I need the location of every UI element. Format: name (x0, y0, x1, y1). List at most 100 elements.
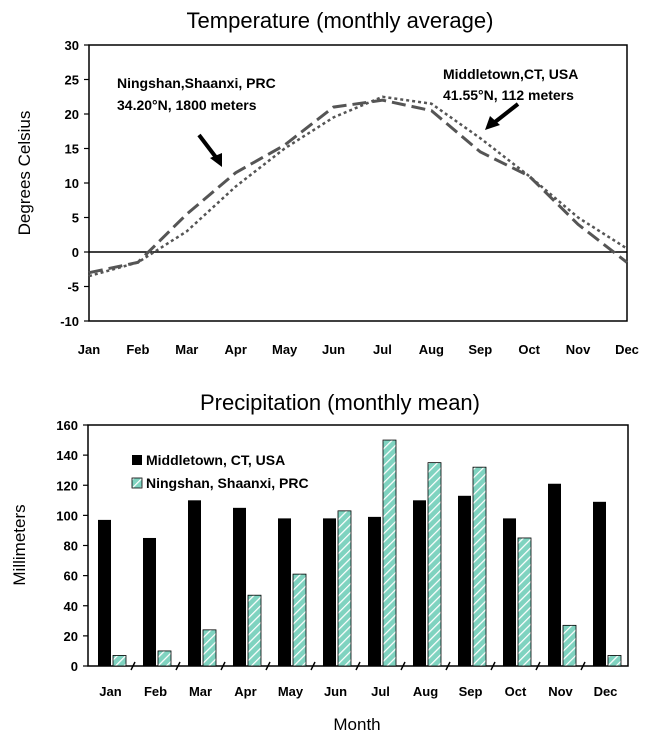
precipitation-x-tick-label: Aug (413, 684, 438, 699)
temperature-chart: Temperature (monthly average) Degrees Ce… (15, 8, 639, 357)
temperature-y-tick-label: -5 (67, 280, 79, 295)
temperature-y-tick-label: 0 (72, 245, 79, 260)
precipitation-y-tick-label: 40 (64, 599, 78, 614)
ningshan-annotation-line1: Ningshan,Shaanxi, PRC (117, 75, 276, 91)
precipitation-bar-middletown (278, 518, 291, 666)
temperature-x-tick-label: Jul (373, 342, 392, 357)
precipitation-bar-middletown (368, 516, 381, 666)
precipitation-x-tick-mark (580, 661, 586, 671)
precipitation-x-tick-mark (400, 661, 406, 671)
precipitation-y-tick-label: 100 (56, 508, 78, 523)
legend-label-ningshan: Ningshan, Shaanxi, PRC (146, 475, 309, 491)
precipitation-bar-ningshan (247, 594, 262, 667)
precipitation-bar-ningshan (382, 439, 397, 667)
precipitation-bar-middletown (593, 501, 606, 666)
temperature-y-tick-label: 5 (72, 211, 79, 226)
temperature-y-axis-label: Degrees Celsius (15, 111, 34, 236)
temperature-y-ticks: -10 -5 0 5 10 15 20 25 30 (60, 38, 89, 329)
temperature-x-tick-label: Sep (468, 342, 492, 357)
precipitation-bar-ningshan (292, 573, 307, 667)
precipitation-bar-middletown (503, 518, 516, 666)
precipitation-x-tick-label: Jul (371, 684, 390, 699)
precipitation-x-tick-mark (310, 661, 316, 671)
temperature-y-tick-label: 15 (65, 142, 79, 157)
precipitation-legend: Middletown, CT, USA Ningshan, Shaanxi, P… (131, 452, 309, 491)
ningshan-arrow (197, 133, 222, 167)
temperature-y-tick-label: 10 (65, 176, 79, 191)
precipitation-x-tick-label: Feb (144, 684, 167, 699)
precipitation-bar-ningshan (202, 629, 217, 667)
temperature-x-tick-label: May (272, 342, 298, 357)
middletown-annotation-line1: Middletown,CT, USA (443, 66, 578, 82)
legend-swatch-ningshan (131, 477, 143, 489)
precipitation-x-tick-label: Apr (234, 684, 256, 699)
precipitation-bar-ningshan (112, 655, 127, 667)
precipitation-bar-ningshan (472, 466, 487, 667)
precipitation-bar-ningshan (157, 650, 172, 667)
temperature-chart-title: Temperature (monthly average) (187, 8, 494, 33)
temperature-lines (88, 95, 628, 278)
precipitation-bar-ningshan (562, 624, 577, 667)
temperature-x-tick-label: Feb (126, 342, 149, 357)
middletown-arrow (485, 102, 520, 130)
temperature-x-tick-label: Aug (419, 342, 444, 357)
precipitation-x-tick-label: Sep (459, 684, 483, 699)
precipitation-bar-middletown (188, 500, 201, 666)
precipitation-bars (98, 439, 622, 667)
temperature-y-tick-label: -10 (60, 314, 79, 329)
precipitation-bar-middletown (323, 518, 336, 666)
precipitation-bar-middletown (458, 495, 471, 666)
temperature-series-line-middletown (88, 95, 628, 278)
temperature-y-tick-label: 30 (65, 38, 79, 53)
temperature-x-tick-label: Dec (615, 342, 639, 357)
precipitation-bar-middletown (233, 507, 246, 666)
temperature-y-tick-label: 25 (65, 73, 79, 88)
temperature-x-tick-label: Mar (175, 342, 198, 357)
precipitation-x-tick-label: Oct (505, 684, 527, 699)
precipitation-x-tick-label: Jun (324, 684, 347, 699)
precipitation-x-tick-mark (265, 661, 271, 671)
precipitation-y-tick-label: 80 (64, 539, 78, 554)
precipitation-bar-middletown (143, 537, 156, 666)
precipitation-bar-middletown (413, 500, 426, 666)
temperature-x-tick-label: Jan (78, 342, 100, 357)
precipitation-y-tick-label: 0 (71, 659, 78, 674)
precipitation-x-tick-label: Dec (594, 684, 618, 699)
middletown-annotation-line2: 41.55°N, 112 meters (443, 87, 574, 103)
precipitation-chart-title: Precipitation (monthly mean) (200, 390, 480, 415)
precipitation-x-tick-mark (130, 661, 136, 671)
precipitation-bar-ningshan (427, 462, 442, 667)
precipitation-y-tick-label: 120 (56, 478, 78, 493)
precipitation-x-ticks: Jan Feb Mar Apr May Jun Jul Aug Sep Oct Nov Dec (99, 661, 618, 699)
precipitation-bar-middletown (98, 519, 111, 666)
precipitation-x-tick-label: May (278, 684, 304, 699)
legend-swatch-middletown (132, 455, 142, 465)
precipitation-y-ticks: 0 20 40 60 80 100 120 140 160 (56, 418, 88, 674)
precipitation-bar-ningshan (607, 655, 622, 667)
precipitation-x-tick-mark (490, 661, 496, 671)
legend-label-middletown: Middletown, CT, USA (146, 452, 285, 468)
temperature-y-tick-label: 20 (65, 107, 79, 122)
precipitation-x-axis-label: Month (333, 715, 380, 734)
ningshan-annotation-line2: 34.20°N, 1800 meters (117, 97, 257, 113)
precipitation-x-tick-mark (220, 661, 226, 671)
precipitation-y-tick-label: 20 (64, 629, 78, 644)
temperature-x-tick-label: Oct (518, 342, 540, 357)
precipitation-x-tick-label: Nov (548, 684, 573, 699)
temperature-x-ticks: Jan Feb Mar Apr May Jun Jul Aug Sep Oct Nov Dec (78, 342, 639, 357)
precipitation-y-tick-label: 60 (64, 569, 78, 584)
precipitation-x-tick-mark (445, 661, 451, 671)
precipitation-chart: Precipitation (monthly mean) Millimeters… (10, 390, 629, 734)
precipitation-x-tick-label: Jan (99, 684, 121, 699)
precipitation-bar-ningshan (337, 510, 352, 667)
precipitation-bar-ningshan (517, 537, 532, 667)
precipitation-x-tick-label: Mar (189, 684, 212, 699)
precipitation-y-axis-label: Millimeters (10, 504, 29, 585)
temperature-x-tick-label: Nov (566, 342, 591, 357)
temperature-x-tick-label: Jun (322, 342, 345, 357)
precipitation-y-tick-label: 140 (56, 448, 78, 463)
temperature-series-line-ningshan (88, 98, 628, 275)
precipitation-y-tick-label: 160 (56, 418, 78, 433)
